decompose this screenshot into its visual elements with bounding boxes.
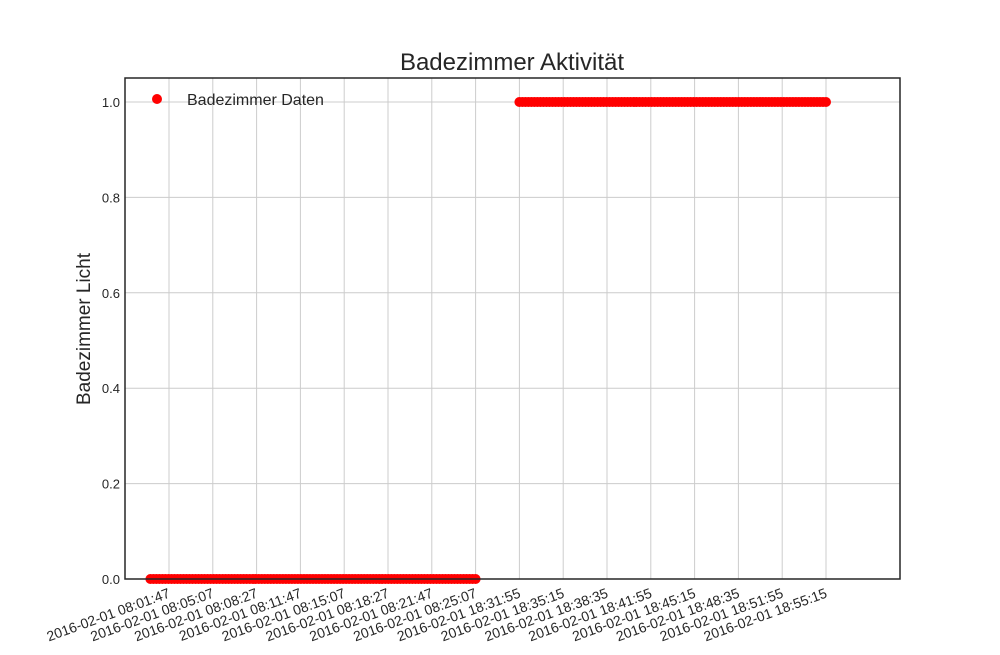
data-points xyxy=(145,97,831,584)
legend-label: Badezimmer Daten xyxy=(187,92,324,109)
data-point xyxy=(821,97,831,107)
legend-marker xyxy=(152,94,162,104)
y-tick-label: 1.0 xyxy=(102,95,120,110)
plot-background xyxy=(125,78,900,579)
y-tick-label: 0.0 xyxy=(102,572,120,587)
plot-frame xyxy=(124,77,901,580)
y-tick-label: 0.8 xyxy=(102,190,120,205)
y-tick-label: 0.4 xyxy=(102,381,120,396)
y-tick-label: 0.2 xyxy=(102,477,120,492)
y-axis-label: Badezimmer Licht xyxy=(74,252,95,405)
y-tick-label: 0.6 xyxy=(102,286,120,301)
chart-title: Badezimmer Aktivität xyxy=(400,49,624,76)
y-axis-ticks: 0.0 0.2 0.4 0.6 0.8 1.0 xyxy=(102,95,120,587)
legend: Badezimmer Daten xyxy=(152,92,324,109)
grid-lines xyxy=(125,78,900,580)
